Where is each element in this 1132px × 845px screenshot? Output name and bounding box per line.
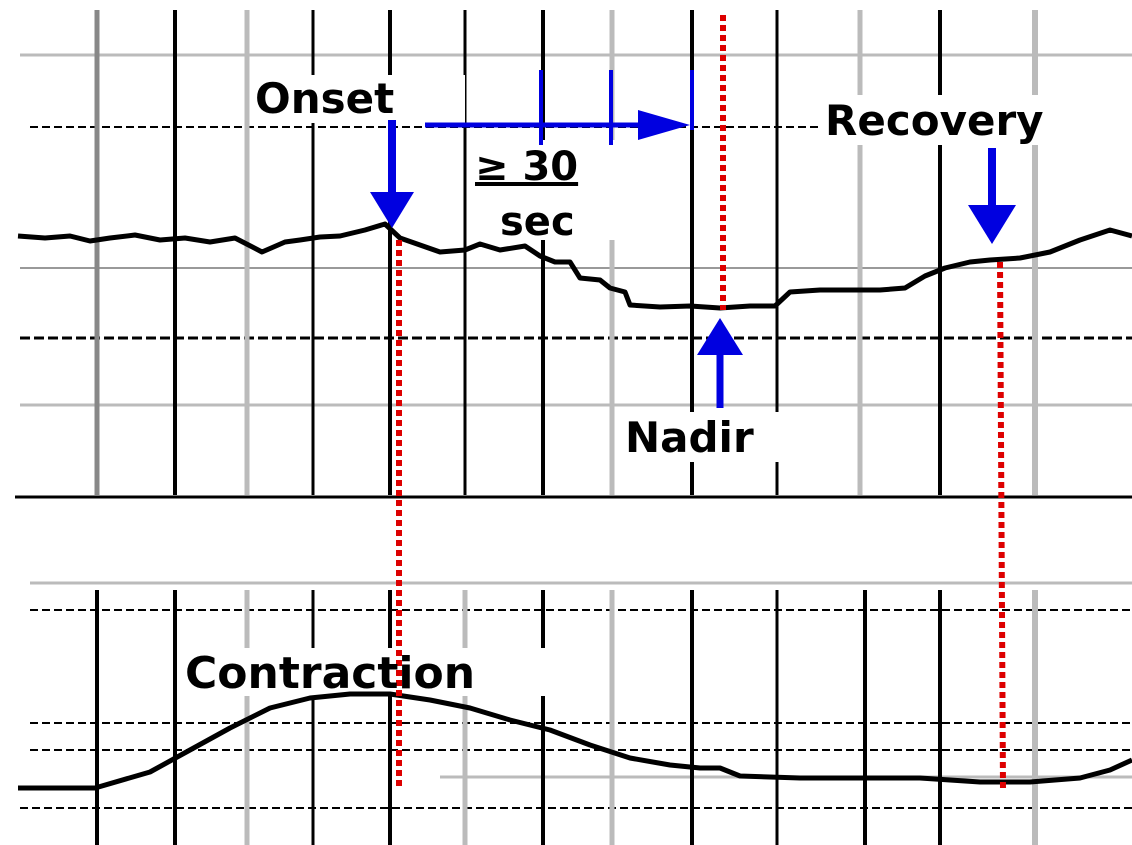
label-backgrounds [180,75,1132,696]
duration-label: ≥ 30 [475,144,578,190]
duration-arrowhead [638,110,690,140]
duration-unit-label: sec [500,199,575,245]
label-bg [470,140,625,240]
red-markers [396,15,1006,791]
blue-arrows [370,70,1016,408]
onset-arrowhead [370,192,414,228]
contraction-label: Contraction [185,648,475,699]
label-bg [620,412,820,462]
recovery-arrowhead [968,205,1016,244]
label-bg [820,95,1132,145]
contraction-trace [18,691,1132,791]
label-bg [180,648,600,696]
nadir-arrowhead [697,318,743,355]
recovery-label: Recovery [825,96,1044,145]
label-bg [250,75,465,123]
onset-label: Onset [255,74,394,123]
nadir-label: Nadir [625,413,754,462]
grid-lower [20,581,1132,845]
recovery-marker [997,261,1006,791]
fhr-trace [17,221,1132,311]
